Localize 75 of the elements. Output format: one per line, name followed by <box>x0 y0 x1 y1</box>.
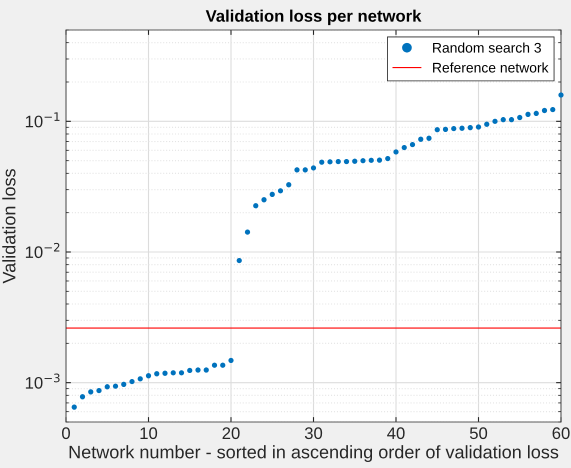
point <box>434 127 440 132</box>
point <box>368 158 374 163</box>
x-tick-label: 10 <box>140 427 158 440</box>
point <box>302 167 308 172</box>
point <box>204 367 209 373</box>
point <box>393 149 399 155</box>
y-axis-title: Validation loss <box>2 169 16 284</box>
point <box>129 378 135 384</box>
point <box>468 125 473 130</box>
point <box>500 117 506 122</box>
point <box>104 384 110 390</box>
point <box>220 362 226 368</box>
point <box>154 371 160 376</box>
point <box>451 126 456 132</box>
legend-label: Reference network <box>433 62 549 73</box>
point <box>244 230 250 235</box>
point <box>80 394 86 400</box>
point <box>319 160 324 165</box>
point <box>286 182 292 188</box>
x-tick-label: 20 <box>222 427 240 440</box>
point <box>170 370 176 376</box>
point <box>352 158 358 164</box>
point <box>310 165 316 171</box>
x-tick-label: 0 <box>62 427 70 440</box>
point <box>270 192 275 197</box>
point <box>402 144 407 150</box>
point <box>344 158 350 164</box>
point <box>253 203 258 208</box>
legend-label: Random search 3 <box>433 42 541 53</box>
point <box>228 358 234 364</box>
point <box>178 370 184 376</box>
point <box>88 389 94 394</box>
point <box>418 136 424 142</box>
point <box>410 142 416 148</box>
point <box>550 106 556 112</box>
x-tick-label: 60 <box>552 427 570 440</box>
x-tick-label: 50 <box>470 427 488 440</box>
point <box>294 167 300 172</box>
point <box>138 376 143 382</box>
y-tick-label: 10$^{−1}$ <box>26 112 60 128</box>
point <box>426 136 432 141</box>
point <box>187 368 192 374</box>
point <box>121 382 126 387</box>
point <box>385 156 390 162</box>
x-tick-label: 40 <box>387 427 405 440</box>
point <box>146 373 152 378</box>
point <box>327 159 333 164</box>
point <box>360 158 366 164</box>
point <box>542 108 548 114</box>
point <box>162 370 168 376</box>
chart-title: Validation loss per network <box>206 10 422 26</box>
point <box>236 258 242 264</box>
point <box>492 118 498 124</box>
point <box>376 158 382 163</box>
point <box>261 197 267 202</box>
point <box>508 117 514 122</box>
point <box>484 122 490 127</box>
point <box>212 362 218 368</box>
point <box>442 126 448 132</box>
x-tick-label: 30 <box>304 427 322 440</box>
point <box>558 92 564 98</box>
point <box>476 124 482 130</box>
point <box>72 404 77 410</box>
point <box>96 388 102 394</box>
point <box>517 114 522 120</box>
point <box>336 158 341 164</box>
point <box>278 188 284 194</box>
point <box>534 110 539 116</box>
point <box>195 367 201 373</box>
point <box>112 384 118 389</box>
y-tick-label: 10$^{−2}$ <box>26 242 60 258</box>
point <box>459 126 465 131</box>
point <box>525 112 531 117</box>
x-axis-title: Network number - sorted in ascending order of validation loss <box>70 445 558 462</box>
y-tick-label: 10$^{−3}$ <box>26 374 60 389</box>
